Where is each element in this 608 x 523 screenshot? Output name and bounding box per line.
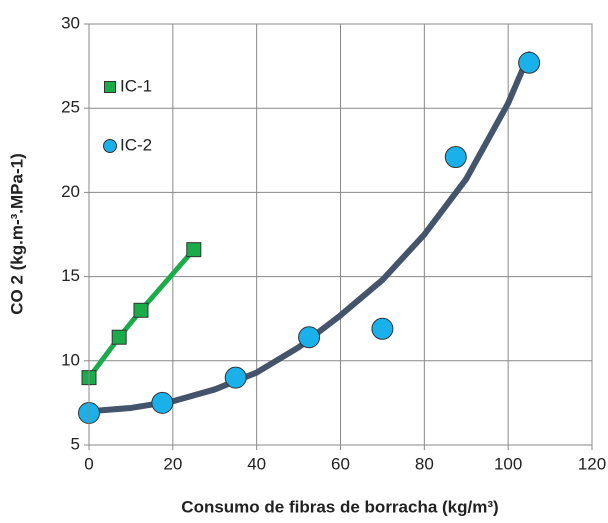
plot-border xyxy=(88,23,593,446)
legend-label: IC-1 xyxy=(120,76,152,95)
data-point xyxy=(133,302,149,318)
series-line xyxy=(86,247,197,381)
y-axis-title: CO 2 (kg.m-³.MPa-1) xyxy=(7,153,26,315)
data-point xyxy=(371,317,394,340)
data-point xyxy=(298,326,321,349)
x-axis-title: Consumo de fibras de borracha (kg/m³) xyxy=(181,497,498,516)
x-tick-label: 120 xyxy=(578,454,606,473)
data-point xyxy=(444,146,467,169)
data-point xyxy=(224,366,247,389)
data-point xyxy=(111,329,127,345)
y-tick-label: 30 xyxy=(61,13,80,32)
y-tick-label: 15 xyxy=(61,266,80,285)
legend-label: IC-2 xyxy=(120,135,152,154)
x-tick-label: 100 xyxy=(494,454,522,473)
data-point xyxy=(518,51,541,74)
y-tick-label: 10 xyxy=(61,350,80,369)
data-point xyxy=(186,242,202,258)
legend-marker xyxy=(103,139,117,153)
legend-marker xyxy=(104,81,116,93)
y-tick-label: 20 xyxy=(61,182,80,201)
y-tick-label: 25 xyxy=(61,98,80,117)
x-tick-label: 80 xyxy=(415,454,434,473)
x-tick-label: 20 xyxy=(163,454,182,473)
y-tick-label: 5 xyxy=(71,434,80,453)
x-tick-label: 40 xyxy=(247,454,266,473)
data-point xyxy=(151,391,174,414)
x-tick-label: 0 xyxy=(84,454,93,473)
x-tick-label: 60 xyxy=(331,454,350,473)
